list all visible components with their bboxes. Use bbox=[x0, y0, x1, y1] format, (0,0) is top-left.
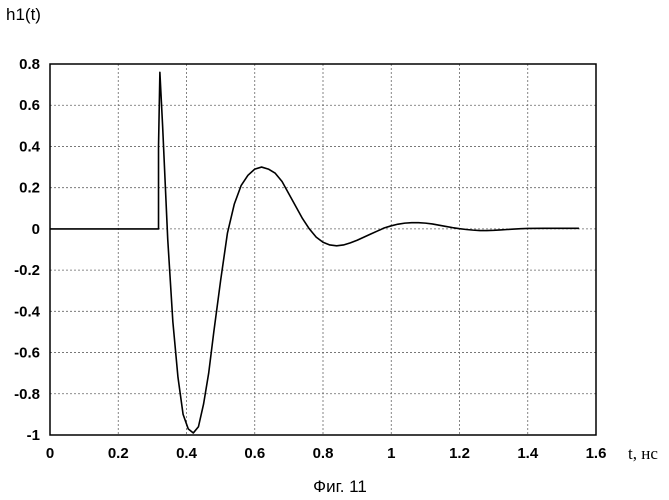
figure-caption: Фиг. 11 bbox=[313, 477, 367, 496]
x-tick-label: 1.6 bbox=[586, 445, 607, 462]
x-tick-label: 0 bbox=[46, 445, 54, 462]
y-tick-label: -0.6 bbox=[14, 345, 40, 362]
x-tick-label: 1.2 bbox=[449, 445, 470, 462]
y-tick-label: -0.2 bbox=[14, 262, 40, 279]
y-tick-label: 0.4 bbox=[19, 138, 41, 155]
x-tick-label: 1 bbox=[387, 445, 395, 462]
x-axis-label: t, нс bbox=[628, 444, 658, 463]
x-tick-label: 0.6 bbox=[244, 445, 265, 462]
x-tick-label: 0.8 bbox=[313, 445, 334, 462]
y-tick-label: 0.2 bbox=[19, 180, 40, 197]
y-tick-labels: 0.8 0.6 0.4 0.2 0 -0.2 -0.4 -0.6 -0.8 -1 bbox=[14, 56, 41, 444]
y-tick-label: -1 bbox=[27, 427, 40, 444]
y-axis-label: h1(t) bbox=[6, 5, 41, 24]
grid bbox=[50, 64, 596, 435]
y-tick-label: 0.6 bbox=[19, 97, 40, 114]
x-tick-label: 0.2 bbox=[108, 445, 129, 462]
y-tick-label: -0.4 bbox=[14, 303, 41, 320]
series-line bbox=[50, 72, 579, 433]
x-tick-labels: 0 0.2 0.4 0.6 0.8 1 1.2 1.4 1.6 bbox=[46, 445, 607, 462]
series-lines bbox=[50, 72, 579, 433]
y-tick-label: -0.8 bbox=[14, 386, 40, 403]
y-tick-label: 0.8 bbox=[19, 56, 40, 73]
y-tick-label: 0 bbox=[32, 221, 40, 238]
x-tick-label: 0.4 bbox=[176, 445, 198, 462]
x-tick-label: 1.4 bbox=[517, 445, 539, 462]
